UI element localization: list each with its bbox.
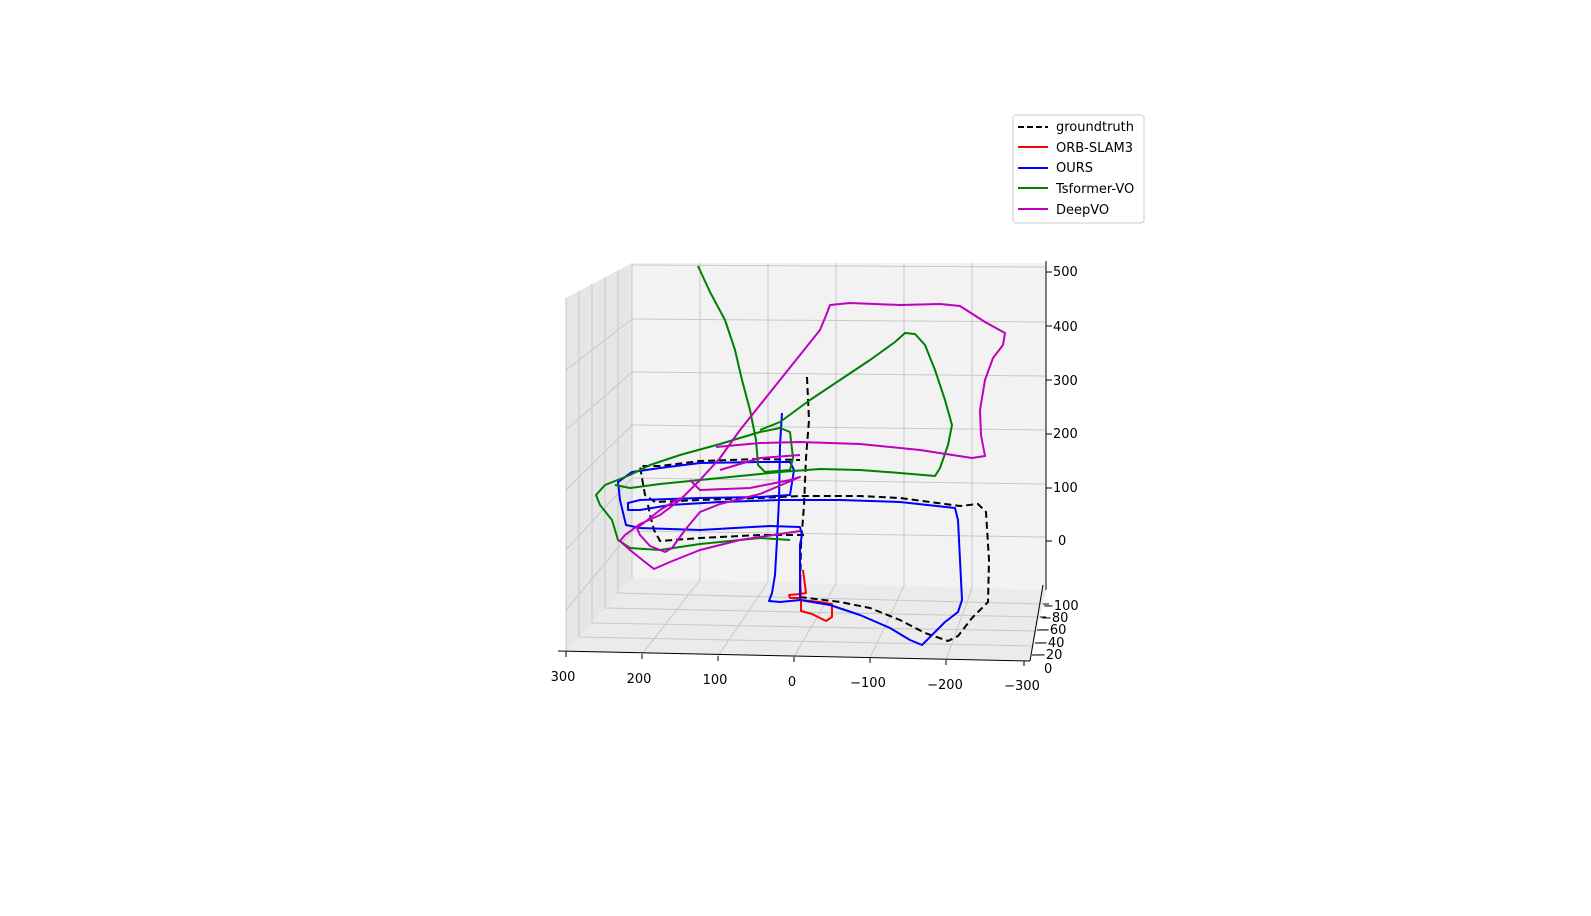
series-line-deepvo (619, 302, 1006, 570)
gridline (565, 530, 633, 611)
z-tick-label: 400 (1053, 320, 1078, 335)
gridline (869, 585, 905, 659)
series-lines (595, 265, 1006, 646)
z-tick-labels: 0 100 200 300 400 500 (1053, 265, 1078, 549)
legend-label-ours: OURS (1056, 161, 1093, 176)
gridline (641, 579, 701, 655)
y-tick-label: 0 (1044, 662, 1052, 677)
z-tick-label: 200 (1053, 427, 1078, 442)
x-tick-label: 0 (788, 675, 796, 690)
legend-label-deepvo: DeepVO (1056, 203, 1109, 218)
legend-label-groundtruth: groundtruth (1056, 120, 1134, 135)
gridline (631, 530, 1047, 538)
gridline (565, 424, 633, 491)
legend: groundtruth ORB-SLAM3 OURS Tsformer-VO D… (1012, 114, 1145, 224)
y-tick-label: −40 (1037, 636, 1064, 651)
x-tick-label: −200 (927, 678, 963, 693)
y-tick-label: −20 (1035, 648, 1062, 663)
gridline (578, 636, 1034, 647)
axis-lines (557, 261, 1047, 662)
x-tick-label: −300 (1004, 679, 1040, 694)
gridline (631, 264, 1047, 268)
legend-label-orbslam3: ORB-SLAM3 (1056, 141, 1133, 156)
series-line-ours (617, 412, 963, 646)
z-tick-label: 0 (1058, 534, 1066, 549)
z-tick-label: 300 (1053, 374, 1078, 389)
gridline (565, 477, 633, 551)
gridline (565, 318, 633, 371)
x-tick-label: 100 (703, 673, 728, 688)
y-tick-labels: −100 −80 −60 −40 −20 0 (1035, 599, 1079, 677)
gridline (793, 583, 837, 658)
z-tick-label: 500 (1053, 265, 1078, 280)
legend-box (1012, 114, 1145, 224)
gridline (717, 581, 769, 657)
axes-panes (566, 263, 1046, 661)
y-tick-label: −60 (1039, 623, 1066, 638)
back-pane (632, 263, 1046, 590)
series-line-orbslam3 (788, 569, 833, 622)
x-tick-label: 300 (551, 670, 576, 685)
gridline (631, 424, 1047, 431)
y-axis-line (1029, 584, 1044, 662)
gridline (565, 371, 633, 431)
x-tick-label: 200 (627, 672, 652, 687)
z-tick-label: 100 (1053, 481, 1078, 496)
tick-marks (565, 271, 1052, 666)
y-tick-label: −80 (1041, 611, 1068, 626)
x-tick-label: −100 (850, 676, 886, 691)
gridline (945, 587, 973, 661)
gridline (631, 318, 1047, 323)
gridline (617, 592, 1044, 605)
x-tick-labels: 300 200 100 0 −100 −200 −300 (551, 670, 1040, 694)
y-tick-label: −100 (1043, 599, 1079, 614)
gridline (631, 371, 1047, 377)
legend-label-tsformer: Tsformer-VO (1055, 182, 1134, 197)
gridline (591, 622, 1037, 632)
gridline (604, 607, 1041, 618)
x-axis-line (557, 650, 1031, 662)
